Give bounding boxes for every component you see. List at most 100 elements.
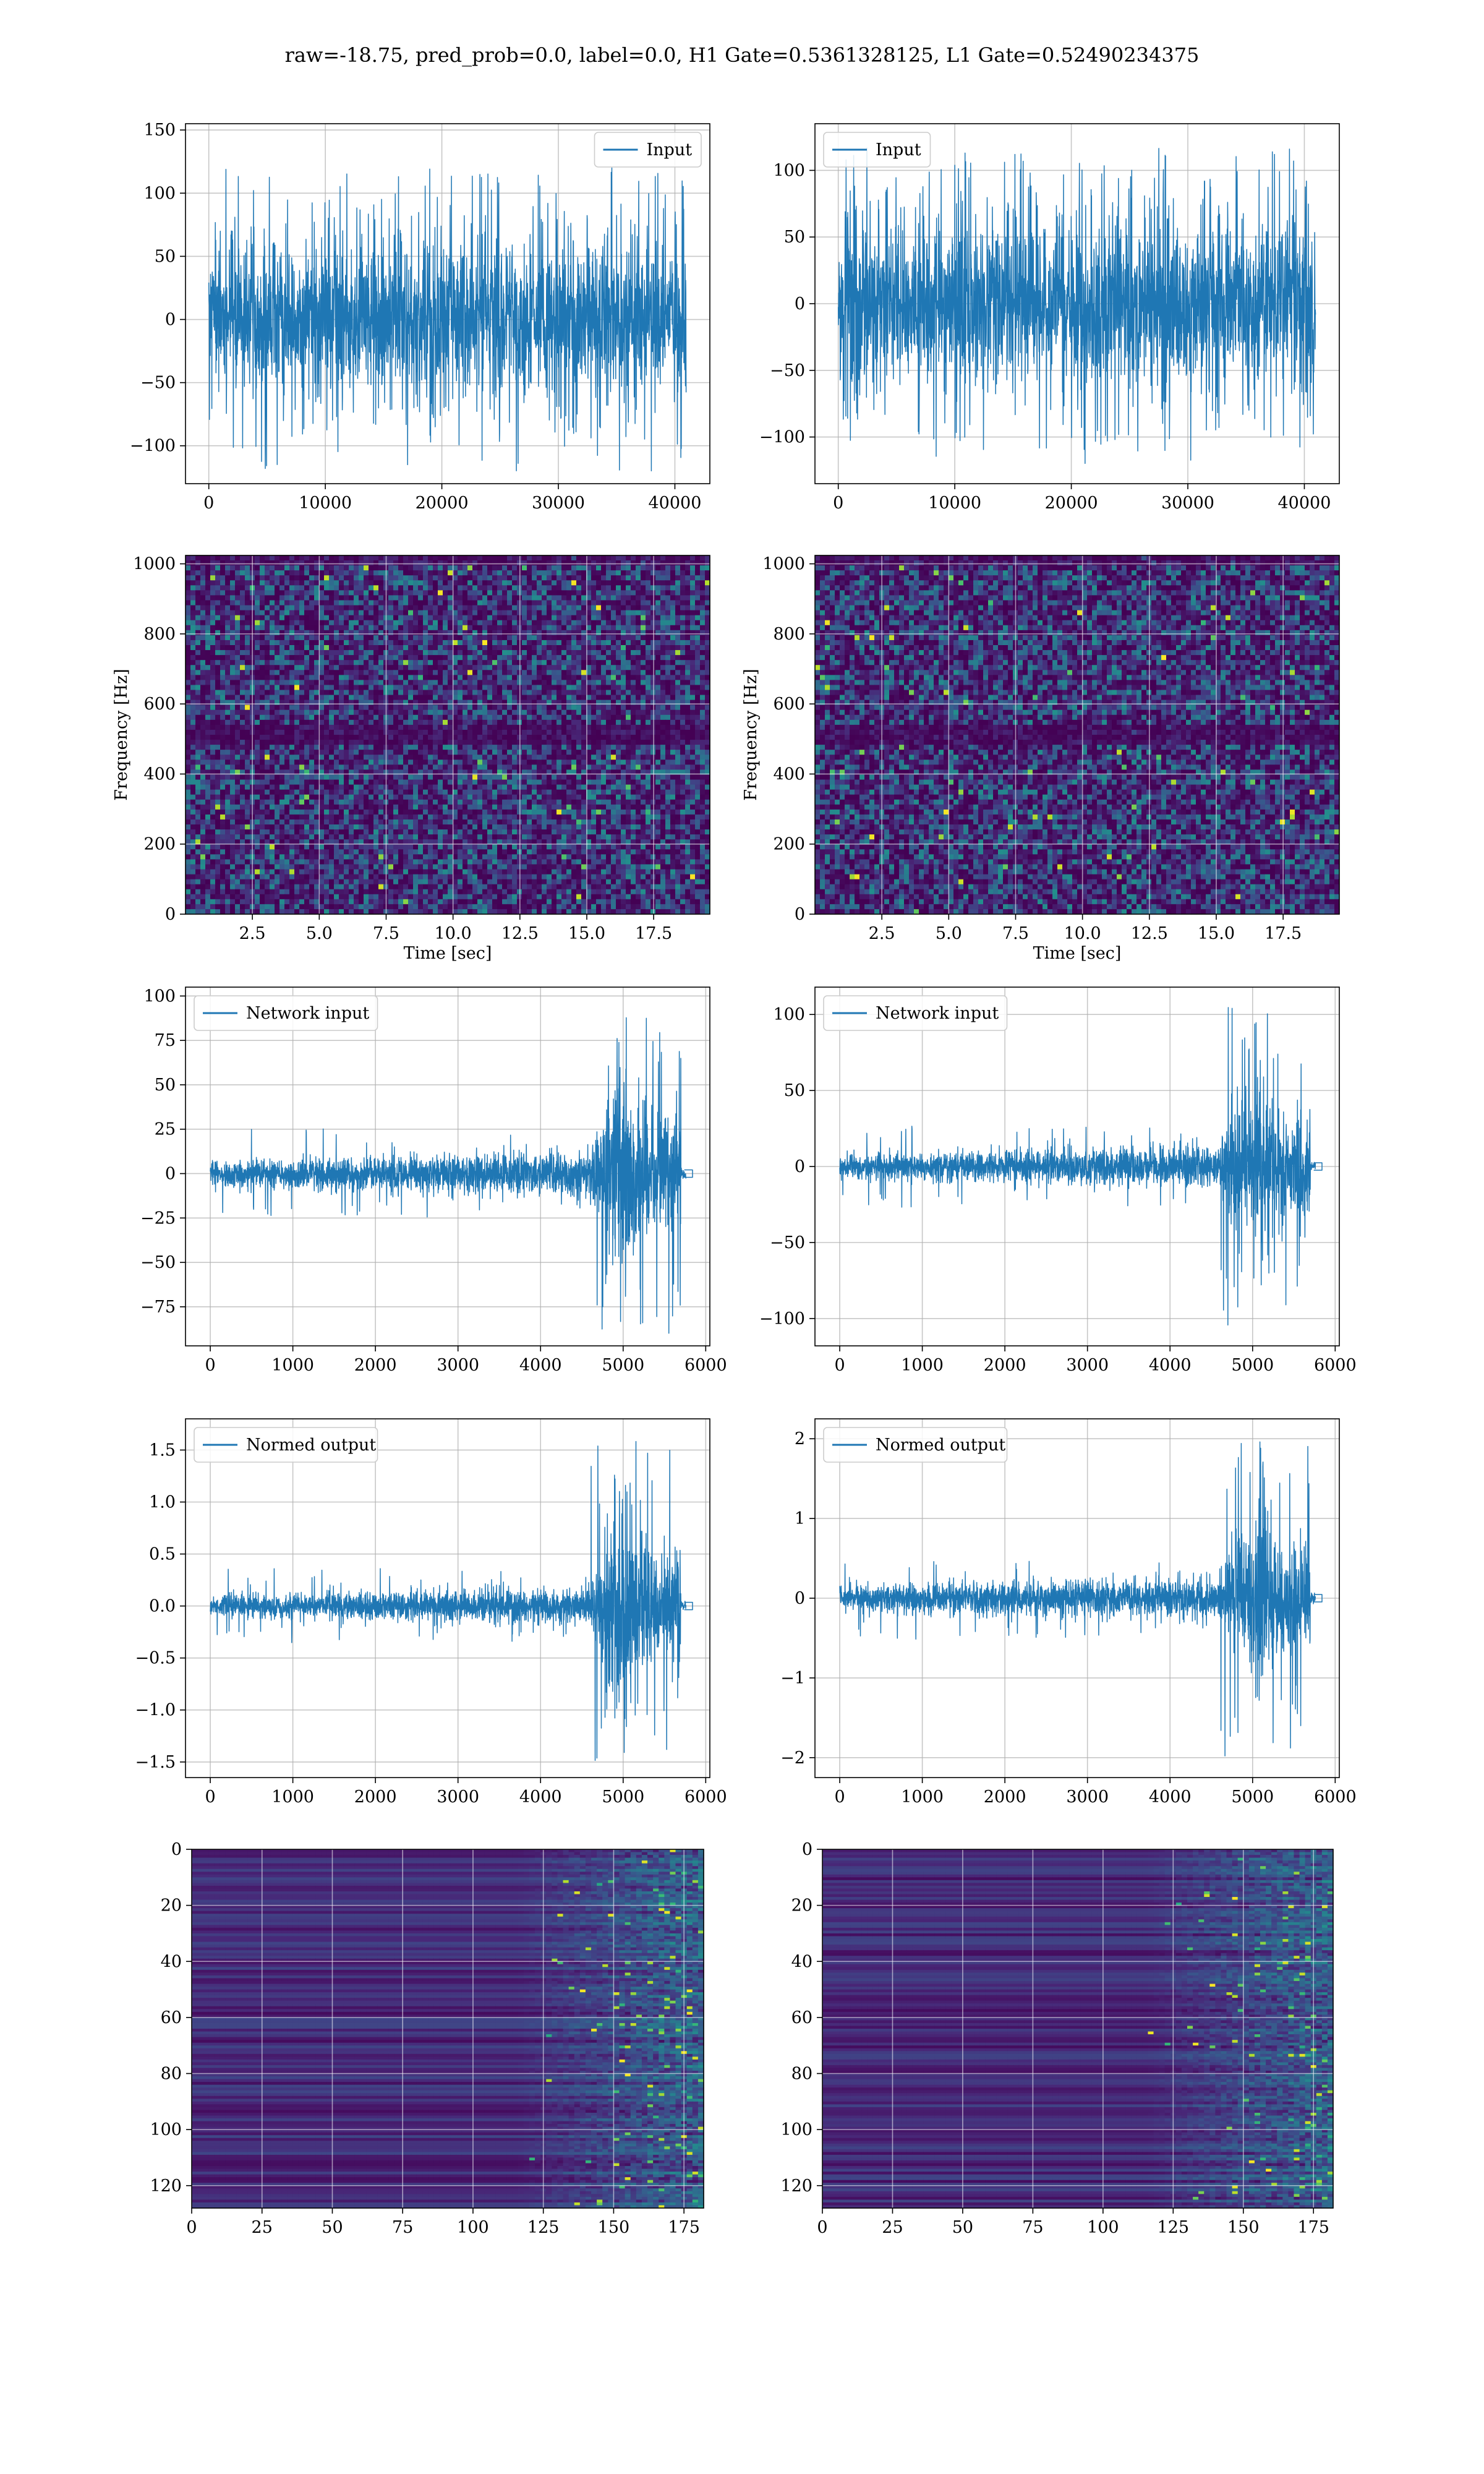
heatmap-cell [690,655,696,661]
heatmap-cell [458,610,463,616]
heatmap-cell [571,655,577,661]
heatmap-cell [502,680,508,685]
heatmap-cell [225,650,231,656]
heatmap-cell [428,690,433,696]
heatmap-cell [581,575,587,581]
heatmap-cell [502,660,508,666]
heatmap-cell [334,670,339,675]
heatmap-cell [398,601,404,606]
heatmap-cell [364,655,369,661]
heatmap-cell [695,630,701,636]
heatmap-cell [378,610,384,616]
heatmap-cell [472,640,478,646]
heatmap-cell [235,640,241,646]
heatmap-cell [576,590,582,596]
heatmap-cell [349,690,354,696]
heatmap-cell [542,660,547,666]
heatmap-cell [660,560,666,566]
heatmap-cell [388,635,394,641]
heatmap-cell [319,640,325,646]
heatmap-cell [472,690,478,696]
heatmap-cell [601,685,607,690]
heatmap-cell [542,645,547,651]
heatmap-cell [319,685,325,690]
heatmap-cell [695,635,701,641]
heatmap-cell [349,640,354,646]
heatmap-cell [463,690,468,696]
heatmap-cell [660,590,666,596]
heatmap-cell [463,575,468,581]
heatmap-cell [408,705,414,711]
heatmap-cell [547,560,552,566]
heatmap-cell [561,700,567,706]
heatmap-cell [220,685,226,690]
heatmap-cell [438,695,443,701]
heatmap-cell [675,565,681,571]
heatmap-cell [611,700,616,706]
heatmap-cell [413,601,419,606]
heatmap-cell [235,560,241,566]
heatmap-cell [408,635,414,641]
heatmap-cell [418,630,424,636]
heatmap-cell [576,555,582,561]
heatmap-cell [566,650,572,656]
heatmap-cell [255,660,260,666]
heatmap-cell [626,610,631,616]
heatmap-cell [636,625,641,631]
heatmap-cell [195,555,201,561]
heatmap-cell [621,570,626,576]
heatmap-cell [284,650,290,656]
heatmap-cell [433,610,438,616]
heatmap-cell [650,675,656,680]
heatmap-cell [270,655,275,661]
heatmap-cell [190,610,196,616]
heatmap-cell [270,675,275,680]
heatmap-cell [443,560,448,566]
heatmap-cell [255,655,260,661]
heatmap-cell [665,695,671,701]
heatmap-cell [388,700,394,706]
heatmap-cell [675,590,681,596]
heatmap-cell [502,570,508,576]
heatmap-cell [235,601,241,606]
heatmap-cell [641,606,646,611]
heatmap-cell [240,570,245,576]
heatmap-cell [210,606,216,611]
heatmap-cell [186,570,191,576]
heatmap-cell [502,630,508,636]
heatmap-cell [561,590,567,596]
heatmap-cell [319,675,325,680]
heatmap-cell [294,610,300,616]
heatmap-cell [443,565,448,571]
heatmap-cell [556,610,562,616]
heatmap-cell [284,615,290,621]
heatmap-cell [413,555,419,561]
heatmap-cell [359,565,364,571]
heatmap-cell [497,690,503,696]
heatmap-cell [631,565,636,571]
heatmap-cell [284,565,290,571]
heatmap-cell [492,595,498,601]
heatmap-cell [408,601,414,606]
heatmap-cell [299,670,305,675]
heatmap-cell [542,700,547,706]
heatmap-cell [284,660,290,666]
heatmap-cell [448,610,453,616]
heatmap-cell [349,675,354,680]
heatmap-cell [700,625,706,631]
heatmap-cell [423,685,429,690]
heatmap-cell [596,555,602,561]
heatmap-cell [477,560,483,566]
heatmap-cell [646,575,651,581]
y-tick-label: −50 [140,374,176,393]
heatmap-cell [601,690,607,696]
heatmap-cell [581,590,587,596]
heatmap-cell [359,635,364,641]
heatmap-cell [537,680,542,685]
heatmap-cell [576,705,582,711]
heatmap-cell [596,635,602,641]
heatmap-cell [641,650,646,656]
heatmap-cell [299,635,305,641]
heatmap-cell [532,610,537,616]
heatmap-cell [205,555,211,561]
